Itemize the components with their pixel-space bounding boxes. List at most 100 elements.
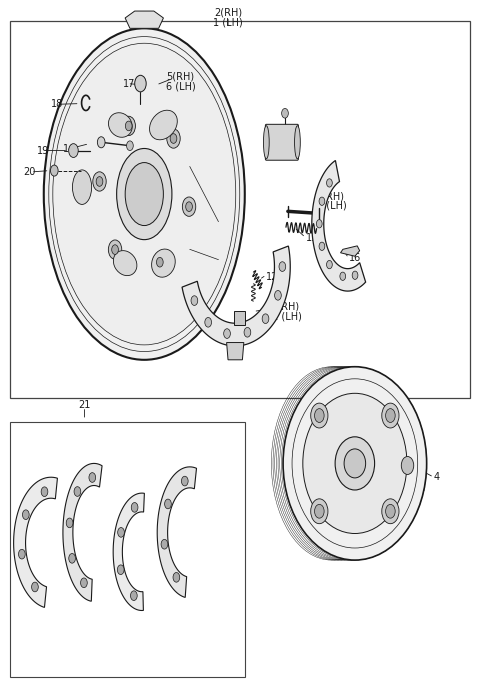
Text: 6 (LH): 6 (LH)	[166, 82, 195, 91]
Circle shape	[74, 486, 81, 496]
Ellipse shape	[150, 110, 177, 140]
Circle shape	[262, 314, 269, 324]
Circle shape	[279, 262, 286, 271]
Text: 7: 7	[283, 138, 289, 149]
Circle shape	[401, 457, 414, 475]
Polygon shape	[125, 11, 163, 28]
Text: 5(RH): 5(RH)	[166, 72, 194, 82]
Circle shape	[97, 137, 105, 148]
Bar	[10, 21, 470, 398]
Circle shape	[135, 75, 146, 92]
Text: 18: 18	[51, 99, 63, 109]
Circle shape	[311, 499, 328, 524]
Ellipse shape	[72, 170, 92, 204]
Circle shape	[118, 527, 124, 537]
Circle shape	[340, 272, 346, 280]
Circle shape	[69, 554, 75, 563]
Text: 14: 14	[63, 144, 75, 154]
Circle shape	[352, 271, 358, 280]
Circle shape	[275, 291, 281, 300]
Circle shape	[316, 219, 322, 228]
Circle shape	[32, 582, 38, 592]
Circle shape	[314, 409, 324, 422]
Ellipse shape	[44, 28, 245, 360]
Polygon shape	[63, 464, 102, 601]
Circle shape	[161, 539, 168, 549]
Polygon shape	[312, 161, 366, 291]
Circle shape	[319, 242, 325, 251]
Polygon shape	[182, 246, 290, 346]
Circle shape	[108, 240, 122, 260]
Circle shape	[311, 403, 328, 428]
Circle shape	[319, 197, 325, 206]
Text: 4: 4	[434, 472, 440, 482]
Ellipse shape	[264, 126, 269, 159]
Circle shape	[167, 129, 180, 148]
Circle shape	[125, 121, 132, 131]
Polygon shape	[340, 246, 360, 256]
Circle shape	[81, 578, 87, 588]
Circle shape	[181, 476, 188, 486]
Ellipse shape	[295, 126, 300, 159]
Text: 19: 19	[36, 145, 49, 156]
Text: 11 (LH): 11 (LH)	[266, 311, 302, 321]
Ellipse shape	[335, 437, 374, 490]
Text: 16: 16	[348, 253, 361, 263]
Circle shape	[89, 473, 96, 482]
Text: 10(RH): 10(RH)	[266, 302, 300, 311]
Circle shape	[69, 144, 78, 158]
Circle shape	[173, 572, 180, 582]
Circle shape	[326, 260, 332, 268]
Text: 9 (LH): 9 (LH)	[317, 201, 347, 211]
Circle shape	[385, 504, 395, 518]
FancyBboxPatch shape	[265, 125, 299, 161]
Ellipse shape	[344, 449, 366, 478]
Ellipse shape	[113, 251, 137, 275]
Text: 12: 12	[266, 272, 279, 282]
Polygon shape	[227, 343, 244, 360]
Polygon shape	[234, 311, 245, 325]
Circle shape	[153, 253, 167, 272]
Text: 20: 20	[24, 167, 36, 177]
Circle shape	[66, 518, 73, 528]
Circle shape	[131, 591, 137, 601]
Circle shape	[165, 499, 171, 509]
Circle shape	[96, 176, 103, 186]
Text: 1 (LH): 1 (LH)	[213, 18, 243, 28]
Circle shape	[282, 109, 288, 118]
Polygon shape	[113, 493, 144, 610]
Circle shape	[23, 510, 29, 520]
Circle shape	[50, 165, 58, 176]
Circle shape	[122, 116, 135, 136]
Ellipse shape	[283, 367, 427, 560]
Circle shape	[326, 179, 332, 187]
Circle shape	[191, 295, 198, 305]
Ellipse shape	[53, 43, 236, 345]
Bar	[10, 422, 245, 677]
Circle shape	[244, 327, 251, 337]
Circle shape	[19, 549, 25, 559]
Circle shape	[112, 245, 119, 255]
Ellipse shape	[152, 249, 175, 277]
Circle shape	[93, 172, 106, 191]
Circle shape	[182, 197, 196, 217]
Circle shape	[314, 504, 324, 518]
Circle shape	[382, 403, 399, 428]
Text: 21: 21	[78, 400, 91, 410]
Text: 13: 13	[245, 322, 257, 332]
Text: 3: 3	[342, 409, 348, 419]
Circle shape	[385, 409, 395, 422]
Circle shape	[156, 257, 163, 267]
Polygon shape	[157, 467, 196, 597]
Ellipse shape	[108, 113, 132, 137]
Circle shape	[224, 329, 230, 338]
Text: 2(RH): 2(RH)	[214, 8, 242, 17]
Circle shape	[127, 141, 133, 151]
Polygon shape	[13, 477, 58, 608]
Circle shape	[382, 499, 399, 524]
Circle shape	[205, 318, 212, 327]
Ellipse shape	[303, 393, 407, 534]
Circle shape	[170, 134, 177, 143]
Text: 15: 15	[306, 233, 318, 243]
Text: 17: 17	[123, 79, 135, 89]
